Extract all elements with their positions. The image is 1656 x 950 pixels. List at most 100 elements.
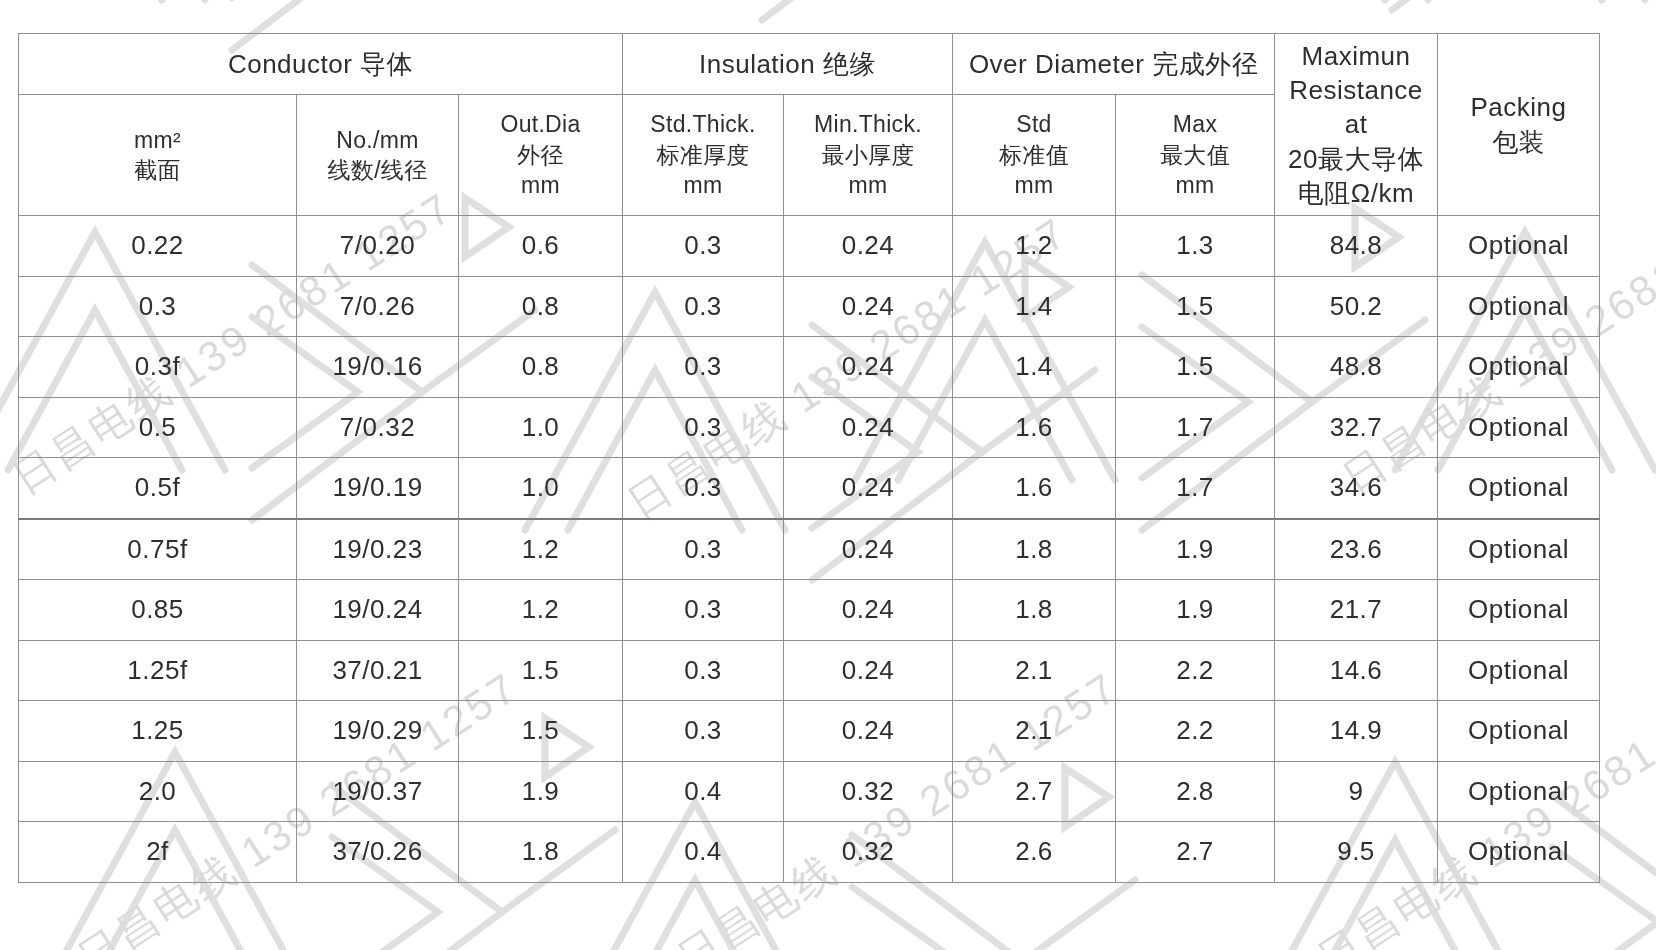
table-cell: 0.3 (623, 580, 784, 641)
table-cell: Optional (1438, 761, 1600, 822)
header-line: 电阻Ω/km (1275, 176, 1437, 210)
header-line: mm² (19, 125, 296, 155)
table-cell: 1.6 (953, 458, 1116, 519)
column-header: mm²截面 (19, 95, 297, 216)
table-cell: 0.24 (784, 397, 953, 458)
table-cell: 0.3 (623, 216, 784, 277)
table-cell: 0.4 (623, 822, 784, 883)
spec-table-container: Conductor 导体Insulation 绝缘Over Diameter 完… (18, 33, 1600, 883)
table-cell: 0.24 (784, 580, 953, 641)
table-cell: 1.6 (953, 397, 1116, 458)
header-line: 最大值 (1116, 140, 1274, 170)
table-cell: 0.8 (459, 337, 623, 398)
table-cell: Optional (1438, 337, 1600, 398)
header-line: Out.Dia (459, 109, 622, 139)
column-header: Max最大值mm (1116, 95, 1275, 216)
table-cell: 0.3f (19, 337, 297, 398)
header-line: mm (459, 170, 622, 200)
column-header: Min.Thick.最小厚度mm (784, 95, 953, 216)
table-cell: 1.3 (1116, 216, 1275, 277)
header-line: 线数/线径 (297, 155, 458, 185)
table-cell: 0.3 (623, 519, 784, 580)
table-cell: 21.7 (1275, 580, 1438, 641)
column-header: Out.Dia外径mm (459, 95, 623, 216)
table-cell: 2f (19, 822, 297, 883)
watermark-logo-icon (1105, 0, 1656, 10)
table-cell: 1.5 (459, 640, 623, 701)
header-line: mm (784, 170, 952, 200)
table-cell: Optional (1438, 397, 1600, 458)
table-row: 0.3f19/0.160.80.30.241.41.548.8Optional (19, 337, 1600, 398)
table-cell: 9 (1275, 761, 1438, 822)
table-cell: 1.9 (1116, 519, 1275, 580)
table-cell: 1.8 (953, 580, 1116, 641)
table-cell: 19/0.24 (297, 580, 459, 641)
table-row: 1.25f37/0.211.50.30.242.12.214.6Optional (19, 640, 1600, 701)
header-line: 标准值 (953, 140, 1115, 170)
table-cell: 0.22 (19, 216, 297, 277)
table-cell: 0.24 (784, 216, 953, 277)
table-cell: 23.6 (1275, 519, 1438, 580)
header-line: 截面 (19, 155, 296, 185)
table-cell: 0.85 (19, 580, 297, 641)
column-header: No./mm线数/线径 (297, 95, 459, 216)
table-cell: 0.5f (19, 458, 297, 519)
table-cell: 19/0.16 (297, 337, 459, 398)
table-cell: 1.0 (459, 397, 623, 458)
table-row: 0.57/0.321.00.30.241.61.732.7Optional (19, 397, 1600, 458)
table-cell: Optional (1438, 458, 1600, 519)
table-cell: 37/0.26 (297, 822, 459, 883)
table-cell: 0.24 (784, 276, 953, 337)
table-cell: 1.5 (1116, 276, 1275, 337)
table-cell: 7/0.20 (297, 216, 459, 277)
table-cell: 0.5 (19, 397, 297, 458)
table-cell: 0.3 (623, 337, 784, 398)
table-cell: Optional (1438, 701, 1600, 762)
header-line: Resistance at (1275, 73, 1437, 142)
table-cell: 1.7 (1116, 458, 1275, 519)
table-cell: 14.6 (1275, 640, 1438, 701)
table-cell: 0.24 (784, 640, 953, 701)
table-cell: 2.1 (953, 701, 1116, 762)
table-cell: Optional (1438, 519, 1600, 580)
table-cell: 9.5 (1275, 822, 1438, 883)
table-row: 0.8519/0.241.20.30.241.81.921.7Optional (19, 580, 1600, 641)
table-cell: 0.4 (623, 761, 784, 822)
table-row: 0.5f19/0.191.00.30.241.61.734.6Optional (19, 458, 1600, 519)
table-cell: 84.8 (1275, 216, 1438, 277)
table-cell: 37/0.21 (297, 640, 459, 701)
table-header: Conductor 导体Insulation 绝缘Over Diameter 完… (19, 34, 1600, 216)
table-cell: 0.24 (784, 337, 953, 398)
header-line: Min.Thick. (784, 109, 952, 139)
column-header: MaximunResistance at20最大导体电阻Ω/km (1275, 34, 1438, 216)
table-cell: 48.8 (1275, 337, 1438, 398)
table-cell: 1.4 (953, 276, 1116, 337)
header-line: Max (1116, 109, 1274, 139)
table-cell: 0.24 (784, 701, 953, 762)
table-cell: 0.32 (784, 822, 953, 883)
table-row: 2.019/0.371.90.40.322.72.89Optional (19, 761, 1600, 822)
table-cell: 34.6 (1275, 458, 1438, 519)
table-cell: 2.7 (953, 761, 1116, 822)
table-cell: 2.2 (1116, 701, 1275, 762)
table-cell: 50.2 (1275, 276, 1438, 337)
table-cell: 2.6 (953, 822, 1116, 883)
table-cell: 1.2 (953, 216, 1116, 277)
table-cell: 1.25 (19, 701, 297, 762)
table-cell: 1.8 (459, 822, 623, 883)
column-header: Packing包装 (1438, 34, 1600, 216)
table-cell: 1.9 (1116, 580, 1275, 641)
column-group-header: Insulation 绝缘 (623, 34, 953, 95)
table-cell: 19/0.29 (297, 701, 459, 762)
table-cell: 1.5 (1116, 337, 1275, 398)
table-cell: 1.0 (459, 458, 623, 519)
table-body: 0.227/0.200.60.30.241.21.384.8Optional0.… (19, 216, 1600, 883)
table-cell: 7/0.32 (297, 397, 459, 458)
table-cell: 0.3 (623, 701, 784, 762)
table-row: 2f37/0.261.80.40.322.62.79.5Optional (19, 822, 1600, 883)
table-cell: 19/0.19 (297, 458, 459, 519)
column-header: Std.Thick.标准厚度mm (623, 95, 784, 216)
table-row: 0.227/0.200.60.30.241.21.384.8Optional (19, 216, 1600, 277)
table-cell: 1.9 (459, 761, 623, 822)
table-cell: 2.2 (1116, 640, 1275, 701)
